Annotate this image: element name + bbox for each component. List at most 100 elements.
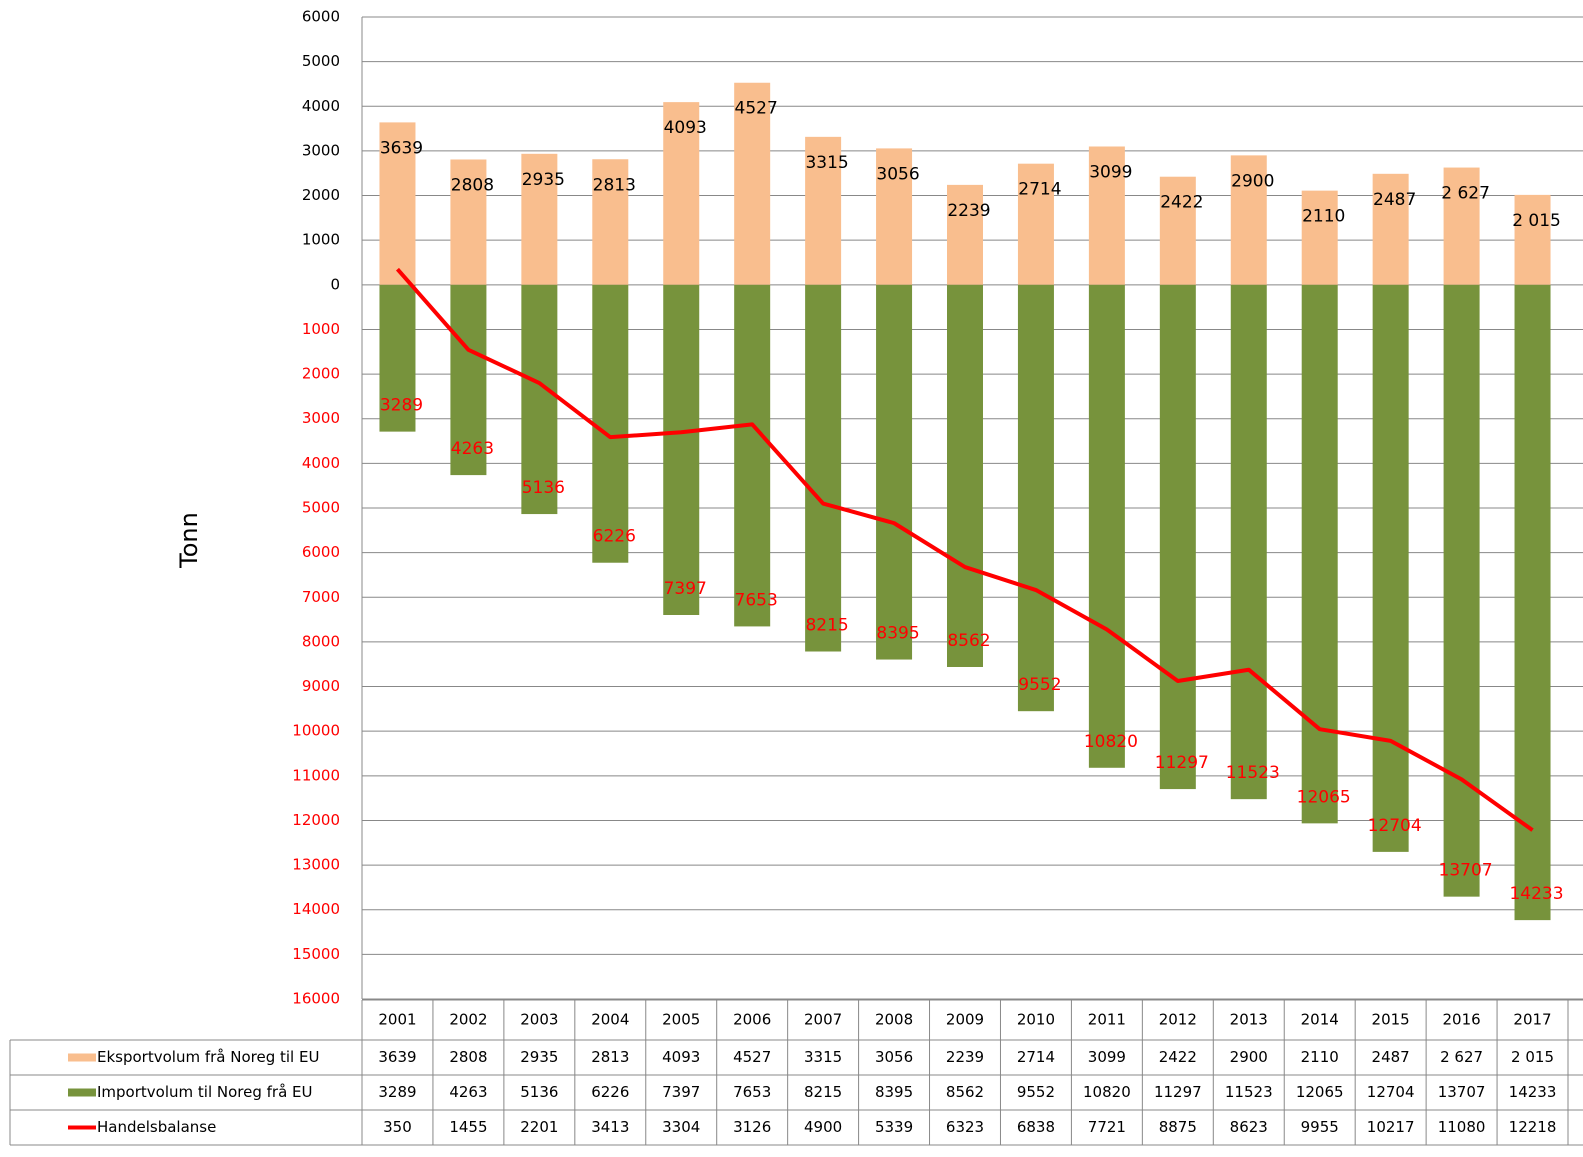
data-label: 13707 — [1439, 861, 1493, 881]
data-label: 4527 — [735, 99, 778, 119]
bar — [734, 284, 771, 627]
table-cell: 11080 — [1438, 1118, 1486, 1136]
x-tick-label: 2008 — [875, 1011, 913, 1029]
x-tick-label: 2010 — [1017, 1011, 1055, 1029]
data-label: 5136 — [522, 478, 565, 498]
bar — [521, 284, 558, 515]
y-tick-label: 10000 — [292, 722, 340, 740]
data-label: 2813 — [593, 175, 636, 195]
x-tick-label: 2002 — [449, 1011, 487, 1029]
table-cell: 3304 — [662, 1118, 700, 1136]
table-cell: 4093 — [662, 1048, 700, 1066]
data-label: 6226 — [593, 527, 636, 547]
table-cell: 2813 — [591, 1048, 629, 1066]
data-label: 4263 — [451, 439, 494, 459]
table-cell: 10820 — [1083, 1083, 1131, 1101]
table-cell: 3099 — [1088, 1048, 1126, 1066]
data-label: 2935 — [522, 170, 565, 190]
y-tick-label: 16000 — [292, 990, 340, 1008]
balance-line — [395, 267, 1534, 832]
table-cell: 12218 — [1509, 1118, 1557, 1136]
table-cell: 2808 — [449, 1048, 487, 1066]
y-tick-label: 11000 — [292, 766, 340, 784]
table-cell: 6226 — [591, 1083, 629, 1101]
legend-label: Handelsbalanse — [97, 1118, 216, 1136]
table-cell: 7721 — [1088, 1118, 1126, 1136]
table-cell: 12704 — [1367, 1083, 1415, 1101]
bar — [947, 284, 983, 667]
bar — [1443, 167, 1480, 285]
data-label: 8215 — [805, 616, 848, 636]
table-cell: 6323 — [946, 1118, 984, 1136]
table-cell: 3639 — [378, 1048, 416, 1066]
x-tick-label: 2015 — [1372, 1011, 1410, 1029]
bar — [1514, 194, 1551, 285]
x-tick-label: 2001 — [378, 1011, 416, 1029]
bar — [1301, 284, 1338, 824]
x-tick-label: 2007 — [804, 1011, 842, 1029]
legend-swatch — [68, 1053, 96, 1062]
data-label: 3315 — [805, 153, 848, 173]
table-cell: 11297 — [1154, 1083, 1202, 1101]
table-cell: 2201 — [520, 1118, 558, 1136]
data-label: 12704 — [1368, 816, 1422, 836]
table-cell: 13707 — [1438, 1083, 1486, 1101]
data-label: 11297 — [1155, 753, 1209, 773]
data-label: 2110 — [1302, 207, 1345, 227]
bar — [947, 184, 983, 285]
bar — [1514, 284, 1551, 921]
table-cell: 5339 — [875, 1118, 913, 1136]
data-label: 2422 — [1160, 193, 1203, 213]
bar — [1372, 284, 1409, 852]
x-tick-label: 2016 — [1442, 1011, 1480, 1029]
table-cell: 9552 — [1017, 1083, 1055, 1101]
table-cell: 3056 — [875, 1048, 913, 1066]
bar — [805, 136, 842, 285]
table-cell: 7653 — [733, 1083, 771, 1101]
x-tick-label: 2009 — [946, 1011, 984, 1029]
table-cell: 8562 — [946, 1083, 984, 1101]
y-axis-label: Tonn — [175, 512, 203, 569]
y-tick-label: 2000 — [302, 186, 340, 204]
table-cell: 8875 — [1159, 1118, 1197, 1136]
y-tick-label: 8000 — [302, 632, 340, 650]
y-tick-label: 4000 — [302, 97, 340, 115]
table-cell: 2 627 — [1440, 1048, 1483, 1066]
bar — [1372, 173, 1409, 285]
table-cell: 11523 — [1225, 1083, 1273, 1101]
x-tick-label: 2006 — [733, 1011, 771, 1029]
legend-label: Importvolum til Noreg frå EU — [97, 1083, 313, 1101]
bar — [805, 284, 842, 652]
data-label: 3289 — [380, 396, 423, 416]
y-tick-label: 5000 — [302, 52, 340, 70]
bar — [1301, 190, 1338, 285]
data-label: 3639 — [380, 138, 423, 158]
legend-swatch — [68, 1088, 96, 1097]
bar — [450, 284, 487, 476]
table-cell: 2714 — [1017, 1048, 1055, 1066]
bar — [1159, 176, 1196, 285]
data-label: 9552 — [1018, 675, 1061, 695]
x-tick-label: 2017 — [1513, 1011, 1551, 1029]
data-label: 14233 — [1509, 884, 1563, 904]
data-label: 2900 — [1231, 171, 1274, 191]
data-label: 11523 — [1226, 763, 1280, 783]
bar — [379, 284, 416, 432]
table-cell: 350 — [383, 1118, 412, 1136]
bar — [1230, 284, 1267, 800]
bar — [450, 159, 487, 285]
bar — [1088, 146, 1125, 285]
bar — [1230, 155, 1267, 285]
x-tick-label: 2012 — [1159, 1011, 1197, 1029]
y-tick-label: 7000 — [302, 588, 340, 606]
y-tick-label: 14000 — [292, 900, 340, 918]
data-label: 7397 — [664, 579, 707, 599]
table-cell: 3315 — [804, 1048, 842, 1066]
x-tick-label: 2013 — [1230, 1011, 1268, 1029]
y-tick-label: 2000 — [302, 365, 340, 383]
table-cell: 6838 — [1017, 1118, 1055, 1136]
y-tick-label: 13000 — [292, 856, 340, 874]
table-cell: 9955 — [1301, 1118, 1339, 1136]
x-tick-label: 2005 — [662, 1011, 700, 1029]
y-tick-label: 6000 — [302, 543, 340, 561]
